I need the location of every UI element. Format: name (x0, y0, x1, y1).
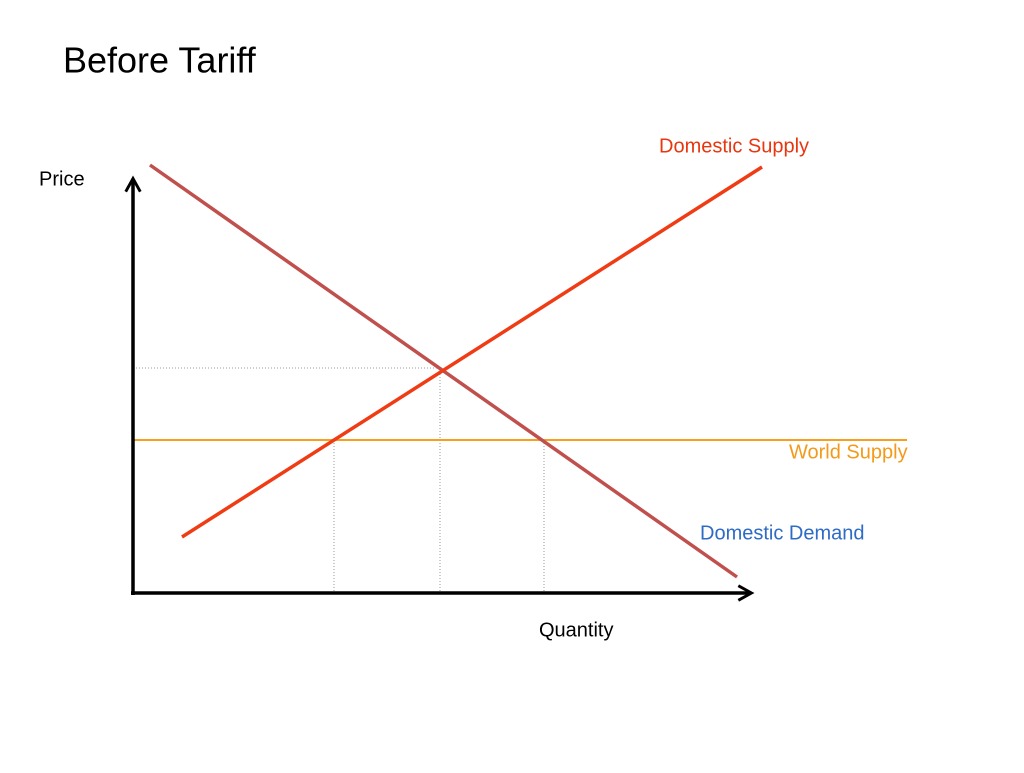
demand-label: Domestic Demand (700, 522, 865, 544)
supply-line (181, 165, 763, 539)
title: Before Tariff (63, 40, 257, 81)
y-axis-label: Price (39, 168, 85, 190)
x-axis-label: Quantity (539, 619, 613, 641)
guide-lines (133, 367, 545, 593)
supply-label: Domestic Supply (659, 135, 809, 157)
world-supply-label: World Supply (789, 441, 908, 463)
